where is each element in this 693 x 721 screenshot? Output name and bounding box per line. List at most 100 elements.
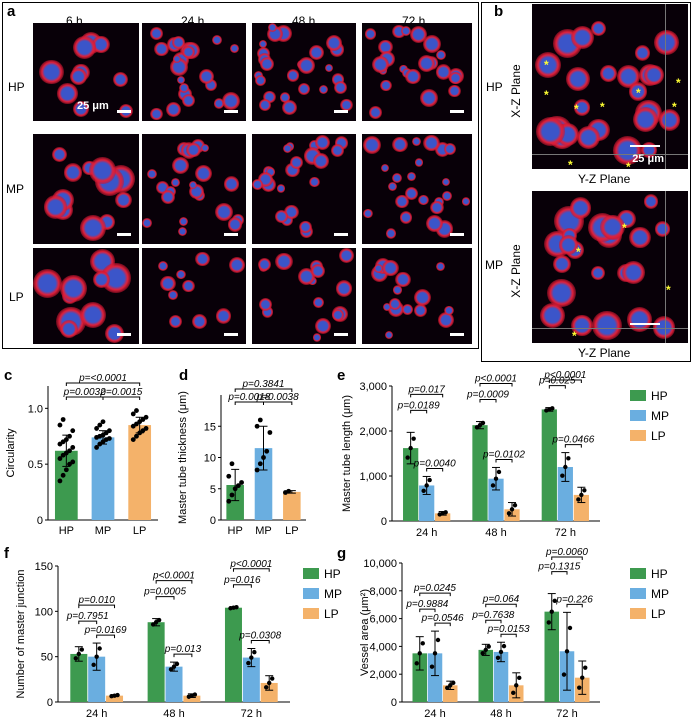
chart-g-bracket (485, 619, 502, 624)
chart-g-point (435, 637, 441, 643)
b-row-label-mp: MP (485, 258, 503, 272)
chart-e-pvalue: p=0.0102 (482, 449, 525, 460)
orthogonal-slice-line (532, 328, 688, 329)
chart-f-bar-lp (183, 695, 201, 702)
chart-g-pvalue: p=0.1315 (537, 562, 580, 573)
cell-blob (340, 98, 353, 112)
cell-blob (178, 217, 189, 227)
chart-d-bracket (263, 401, 293, 405)
cell-blob (176, 75, 185, 84)
cell-blob (448, 84, 461, 98)
cell-blob (654, 221, 671, 238)
chart-e-point (512, 503, 518, 508)
star-marker: * (636, 86, 641, 100)
chart-e-point (443, 510, 448, 515)
chart-e-point (579, 492, 584, 498)
orthogonal-slice-line (665, 4, 666, 169)
star-marker: * (666, 283, 671, 297)
chart-f-bracket (96, 634, 116, 639)
scale-text: 25 μm (632, 153, 664, 165)
chart-c-xtick-label: HP (59, 525, 74, 537)
cell-blob (297, 83, 310, 96)
scale-bar (117, 233, 131, 236)
chart-e-point (421, 488, 426, 494)
cell-blob (63, 163, 83, 182)
cell-blob (318, 84, 329, 95)
chart-g-point (549, 609, 554, 614)
cell-blob (182, 45, 195, 59)
cell-blob (157, 260, 168, 272)
chart-e-point (496, 469, 502, 475)
chart-c-xtick-label: LP (133, 525, 146, 537)
cell-blob (276, 184, 286, 193)
cell-blob (632, 106, 659, 133)
cell-blob (172, 157, 189, 174)
chart-g-point (486, 644, 491, 649)
scale-bar (224, 110, 238, 113)
chart-f-point (156, 617, 162, 623)
chart-f-ytick-label: 150 (35, 561, 53, 573)
star-marker: * (574, 102, 579, 116)
scale-bar (334, 333, 348, 336)
chart-g-point (432, 651, 438, 656)
chart-e-legend-label: LP (651, 429, 666, 443)
chart-c-ytick-label: 0.5 (28, 459, 43, 471)
cell-blob (335, 280, 352, 297)
cell-blob (259, 99, 271, 111)
cell-blob (274, 210, 288, 223)
chart-e-bracket (564, 444, 582, 448)
chart-g-letter: g (337, 545, 346, 562)
cell-blob (591, 21, 607, 37)
cell-blob (43, 195, 68, 219)
chart-g-point (448, 683, 453, 688)
cell-blob (57, 83, 78, 105)
chart-g-legend-swatch (630, 608, 646, 619)
cell-blob (535, 51, 562, 78)
chart-d-point (229, 492, 235, 498)
cell-blob (422, 35, 441, 54)
cell-blob (324, 63, 333, 72)
panel-b-letter: b (494, 3, 504, 20)
star-marker: * (672, 100, 677, 114)
chart-e-point (563, 464, 568, 470)
scale-bar (630, 145, 660, 147)
chart-e-point (576, 497, 581, 502)
cell-blob (258, 258, 271, 272)
chart-f-bar-hp (147, 622, 165, 702)
cell-blob (400, 25, 412, 37)
chart-c-ytick-label: 0 (37, 515, 43, 527)
chart-f-bracket (78, 604, 116, 609)
cell-blob (73, 101, 89, 118)
chart-d-bar (283, 491, 301, 520)
chart-g-bracket (551, 556, 583, 560)
cell-blob (546, 278, 576, 308)
micrograph-r2-c3 (252, 134, 356, 244)
chart-e-ytick-label: 1,000 (359, 471, 387, 483)
scale-bar (224, 333, 238, 336)
chart-f-point (168, 667, 174, 672)
cell-blob (52, 146, 68, 163)
chart-d-point (229, 461, 235, 467)
chart-g-point (561, 672, 567, 677)
chart-g-point (429, 664, 435, 669)
cell-blob (653, 29, 679, 55)
chart-c-xtick-label: MP (95, 525, 112, 537)
chart-e-point (480, 420, 486, 426)
chart-f-bar-mp (242, 657, 260, 702)
chart-c-bracket (65, 382, 141, 386)
chart-f-xtick-label: 72 h (241, 708, 262, 720)
chart-g-bracket (434, 622, 451, 627)
cell-blob (176, 269, 186, 280)
chart-d-point (286, 488, 292, 494)
chart-f-pvalue: p<0.0001 (152, 571, 195, 582)
b-yz-label-hp: Y-Z Plane (578, 172, 631, 186)
cell-blob (385, 228, 397, 239)
chart-f-point (115, 692, 120, 698)
cell-blob (435, 64, 452, 80)
chart-e-pvalue: p=0.0189 (397, 400, 440, 411)
cell-blob (299, 220, 312, 234)
cell-blob (600, 214, 625, 240)
chart-e-point (582, 488, 587, 493)
cell-blob (73, 36, 97, 60)
cell-blob (577, 126, 601, 150)
